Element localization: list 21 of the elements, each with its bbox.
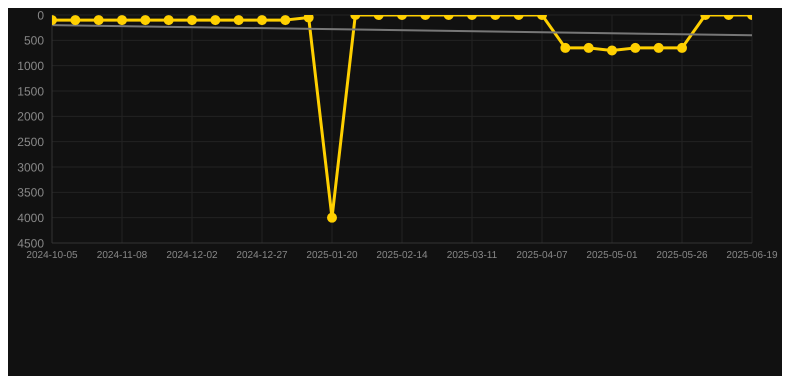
x-tick-label: 2025-06-19 [726, 250, 778, 262]
y-tick-label: 3500 [17, 186, 44, 200]
x-tick-label: 2024-12-02 [166, 250, 218, 262]
y-tick-label: 2500 [17, 134, 44, 149]
y-tick-label: 1000 [17, 58, 44, 73]
y-tick-label: 1500 [17, 84, 44, 98]
x-tick-label: 2025-02-14 [376, 250, 428, 262]
x-tick-label: 2024-11-08 [96, 250, 148, 262]
y-tick-label: 4500 [17, 236, 44, 250]
x-tick-label: 2025-04-07 [516, 250, 568, 262]
x-tick-label: 2025-01-20 [306, 250, 358, 262]
y-tick-label: 3000 [17, 160, 44, 174]
x-tick-label: 2024-10-05 [26, 250, 78, 262]
x-tick-label: 2024-12-27 [236, 250, 288, 262]
y-tick-label: 4000 [17, 210, 44, 225]
x-tick-label: 2025-05-01 [586, 250, 638, 262]
y-tick-label: 0 [37, 8, 44, 22]
x-tick-label: 2025-05-26 [656, 250, 708, 262]
y-tick-label: 2000 [17, 110, 44, 124]
y-tick-label: 500 [24, 34, 44, 48]
x-tick-label: 2025-03-11 [446, 250, 498, 262]
